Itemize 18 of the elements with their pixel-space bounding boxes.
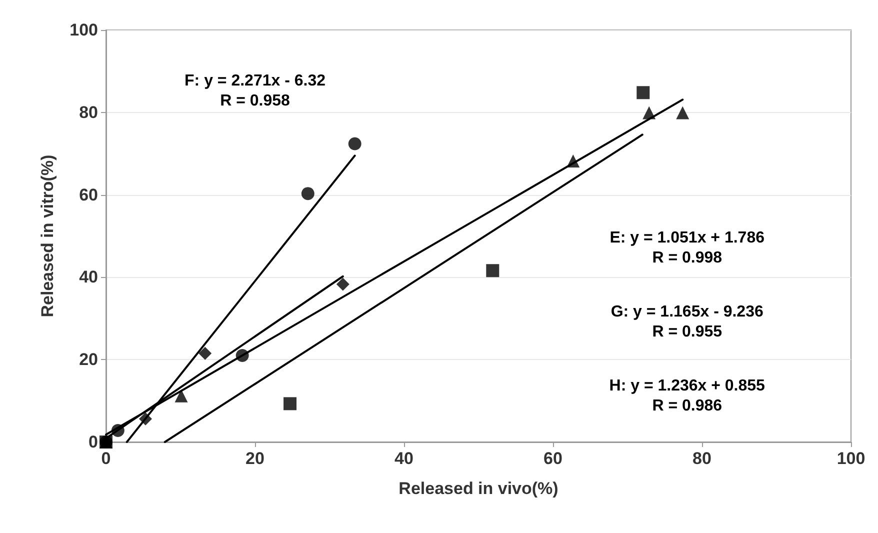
x-tick-label: 0 [101,449,111,468]
x-axis-title: Released in vivo(%) [398,479,558,498]
x-tick-label: 100 [836,449,866,468]
x-tick-label: 80 [692,449,712,468]
annotation: E: y = 1.051x + 1.786 R = 0.998 [610,229,765,266]
y-tick-label: 100 [70,20,98,40]
annotation: F: y = 2.271x - 6.32 R = 0.958 [184,72,326,110]
y-tick-label: 0 [88,432,98,452]
y-axis-title: Released in vitro(%) [38,154,57,318]
annotation: H: y = 1.236x + 0.855 R = 0.986 [609,378,766,415]
y-tick-label: 80 [79,102,98,122]
y-tick-label: 60 [79,185,98,204]
x-tick-label: 60 [544,449,562,468]
x-tick-label: 20 [246,449,264,468]
x-tick-label: 40 [394,449,414,468]
annotation: G: y = 1.165x - 9.236 R = 0.955 [610,303,764,340]
y-tick-label: 40 [79,268,98,287]
y-tick-label: 20 [79,350,98,370]
